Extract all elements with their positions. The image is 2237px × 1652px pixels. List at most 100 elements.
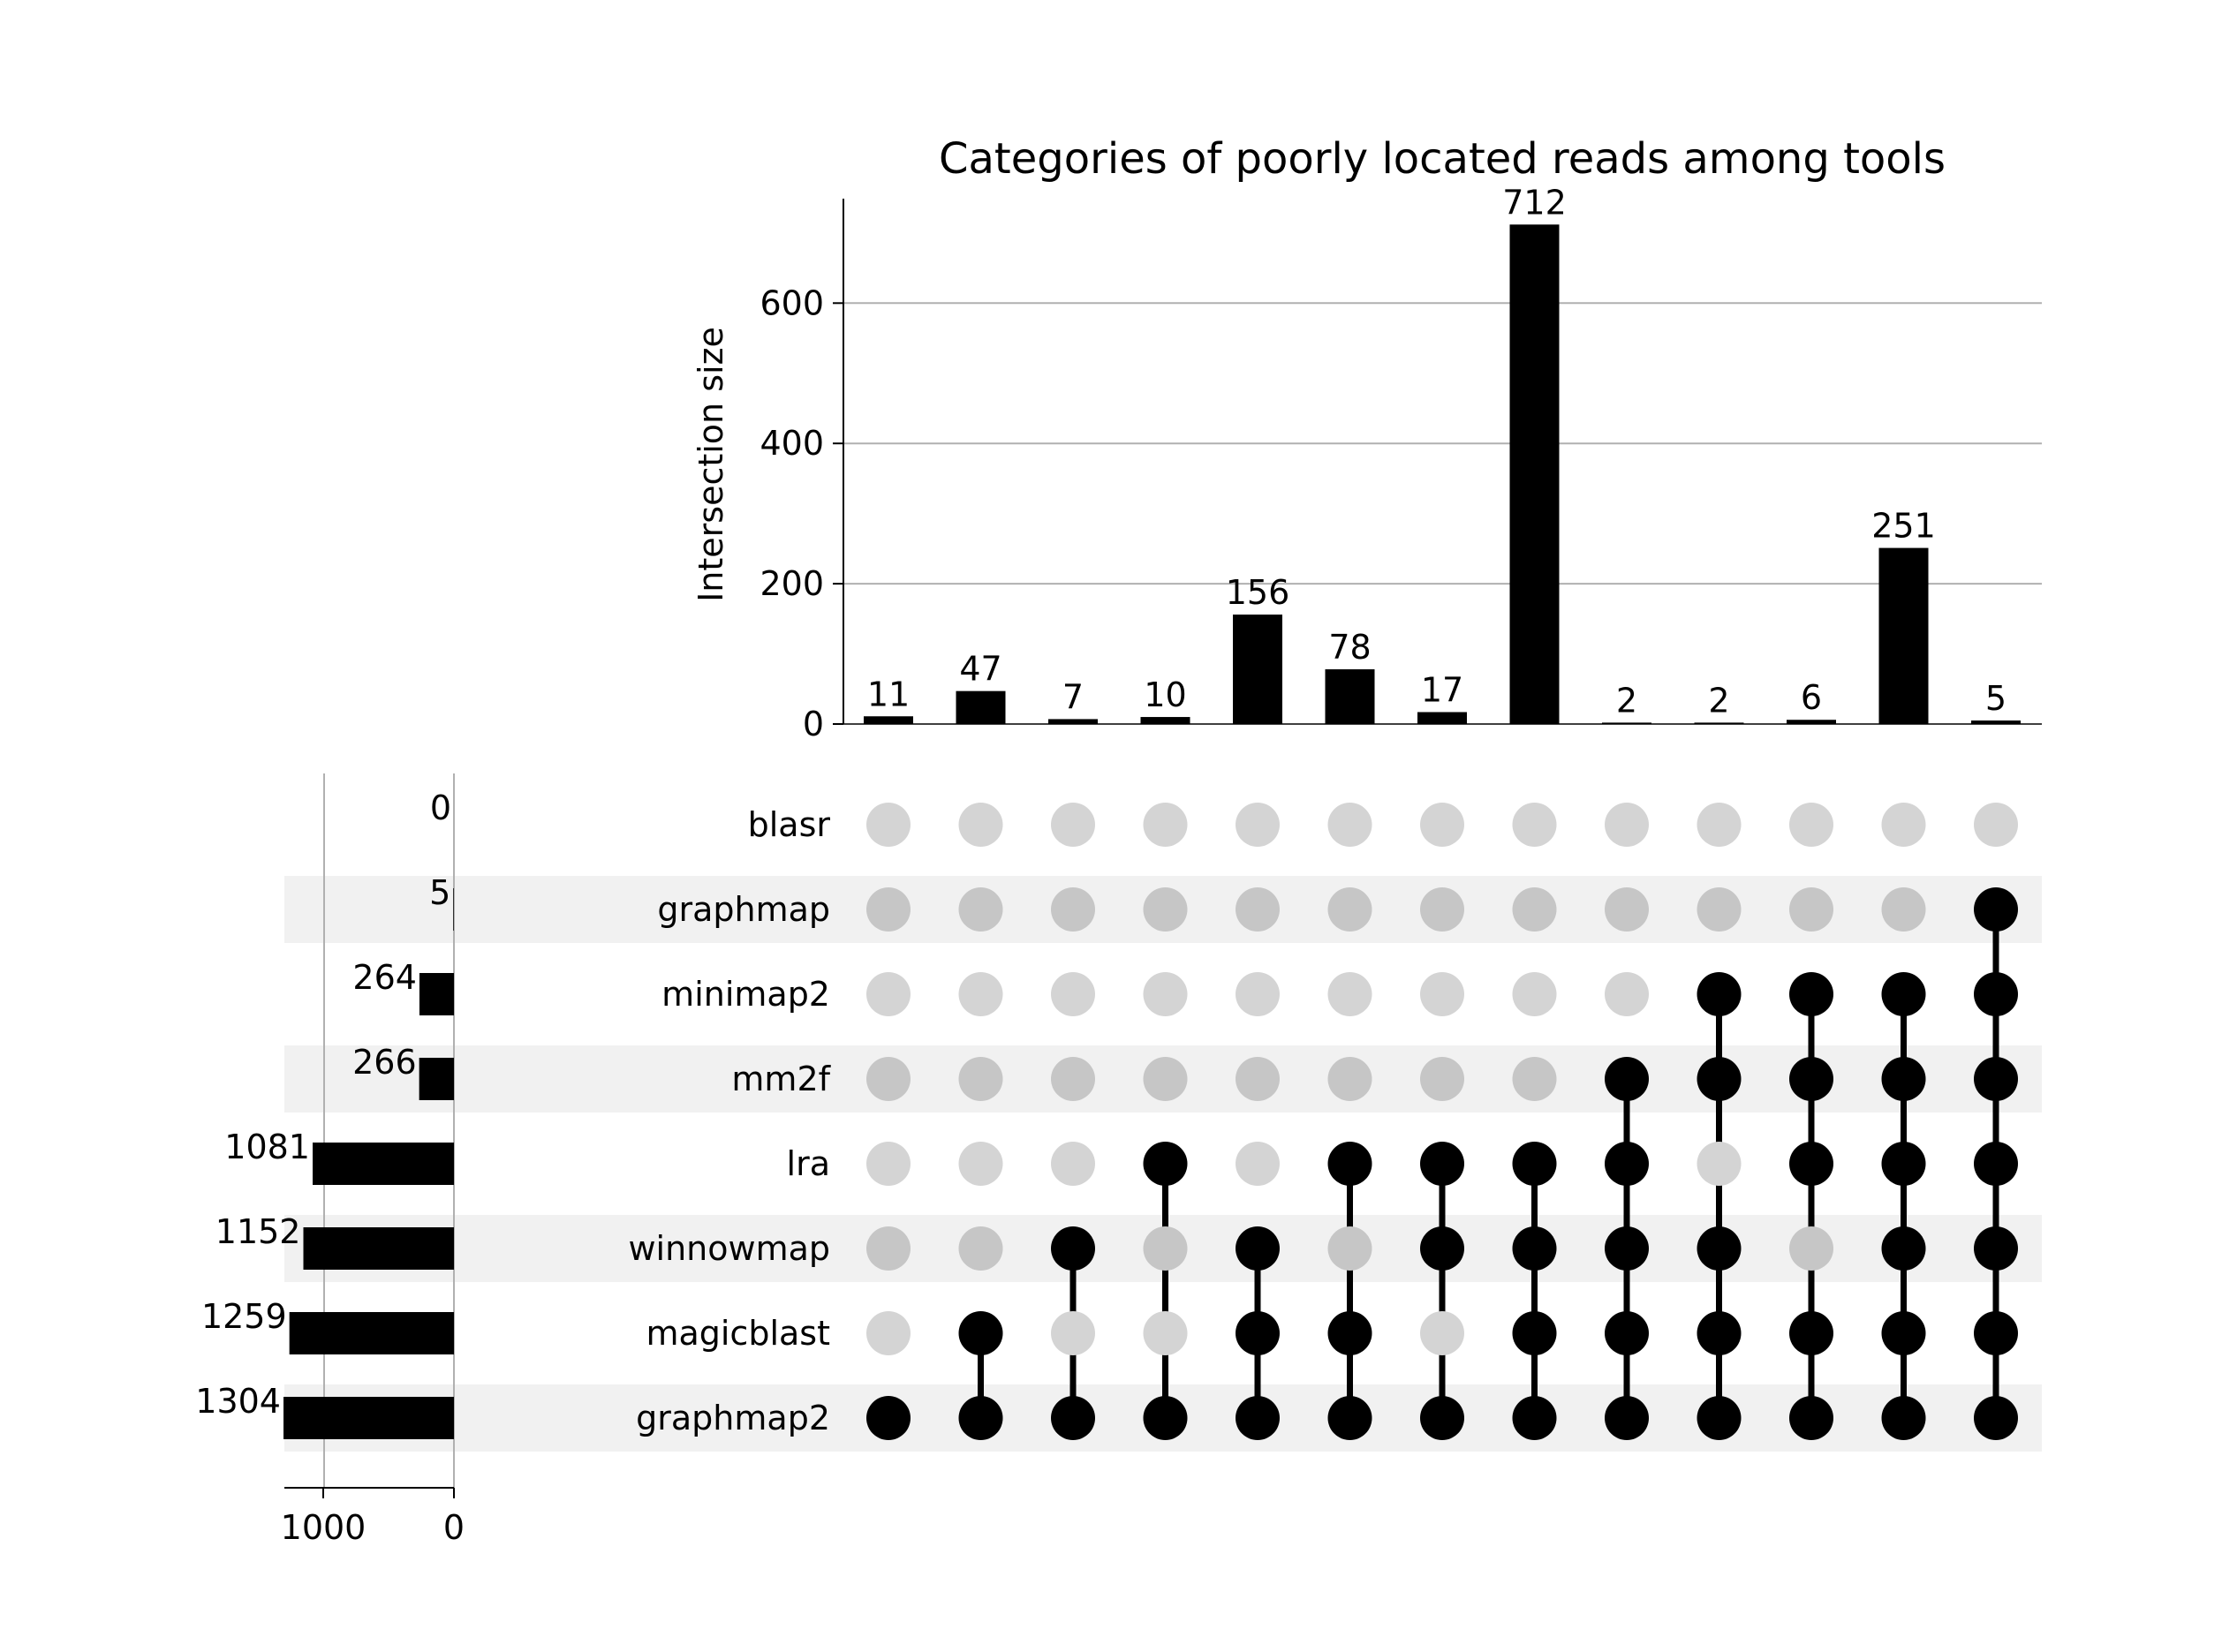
matrix-dot-inactive [1420,1311,1464,1355]
set-size-tick-label: 0 [443,1508,465,1547]
set-size-label: 1304 [195,1382,281,1421]
matrix-dot-inactive [866,1311,911,1355]
matrix-dot-inactive [1512,972,1557,1016]
y-tick-label: 400 [760,424,824,463]
matrix-dot-inactive [1143,887,1188,932]
matrix-dot-active [1512,1226,1557,1271]
matrix-dot-inactive [1051,803,1095,847]
intersection-bar-labels: 11 47 7 10 156 78 17 712 2 2 6 251 5 [867,183,2006,720]
matrix-dot-inactive [1881,887,1926,932]
set-name-label: lra [787,1144,830,1183]
matrix-dot-active [1881,1396,1926,1440]
matrix-dot-inactive [1789,1226,1833,1271]
matrix-dot-inactive [1327,1057,1372,1101]
matrix-dot-active [1605,1226,1649,1271]
matrix-dot-active [1327,1396,1372,1440]
matrix-dot-active [1420,1396,1464,1440]
set-size-label: 1259 [201,1297,287,1336]
matrix-dot-active [1974,1396,2018,1440]
matrix-dot-inactive [1143,1057,1188,1101]
matrix-dot-inactive [1143,1311,1188,1355]
intersection-bar-label: 7 [1062,677,1084,716]
matrix-dot-inactive [1420,803,1464,847]
intersection-bar-label: 78 [1328,628,1371,667]
matrix-dot-inactive [866,1142,911,1186]
intersection-y-axis: 0 200 400 600 [760,199,2042,743]
matrix-dot-inactive [1051,1311,1095,1355]
matrix-dot-inactive [1327,1226,1372,1271]
matrix-dot-inactive [866,1057,911,1101]
intersection-bar [956,690,1006,724]
matrix-dot-inactive [1974,803,2018,847]
intersection-bar [1787,720,1836,724]
intersection-bar [1140,717,1190,724]
matrix-dot-inactive [1789,887,1833,932]
matrix-dot-inactive [1051,887,1095,932]
matrix-dot-active [1512,1396,1557,1440]
matrix-dot-active [1974,1226,2018,1271]
intersection-bar [1233,615,1282,724]
matrix-dot-active [1881,1311,1926,1355]
intersection-bar-label: 6 [1801,678,1822,717]
matrix-dot-inactive [1143,972,1188,1016]
matrix-dot-inactive [1236,1142,1280,1186]
matrix-dot-active [1974,972,2018,1016]
matrix-dot-active [1789,1057,1833,1101]
intersection-bar-label: 5 [1985,679,2006,718]
matrix-dot-inactive [1605,972,1649,1016]
matrix-dot-active [1236,1311,1280,1355]
matrix-dot-active [1789,1142,1833,1186]
set-size-label: 1152 [215,1212,301,1251]
matrix-dot-inactive [958,1142,1003,1186]
matrix-dot-inactive [1051,972,1095,1016]
set-size-bar [419,973,454,1015]
set-names: blasr graphmap minimap2 mm2f lra winnowmap mag… [628,805,831,1437]
matrix-dot-active [1143,1142,1188,1186]
grid-lines [843,302,2042,585]
matrix-dot-active [1051,1226,1095,1271]
set-size-label: 264 [352,958,417,997]
y-tick-label: 0 [803,705,824,743]
matrix-dot-active [1881,972,1926,1016]
matrix-dot-active [1789,972,1833,1016]
matrix-dot-active [866,1396,911,1440]
matrix-dot-active [1236,1396,1280,1440]
matrix-dot-active [1236,1226,1280,1271]
matrix-dot-inactive [1236,887,1280,932]
matrix-dot-inactive [1512,803,1557,847]
chart-title: Categories of poorly located reads among… [939,134,1946,184]
matrix-dot-inactive [1143,1226,1188,1271]
set-name-label: mm2f [731,1060,831,1098]
matrix-dot-active [1974,1311,2018,1355]
y-tick-label: 200 [760,564,824,603]
matrix-dot-inactive [1327,887,1372,932]
matrix-dot-active [1974,1142,2018,1186]
matrix-dot-inactive [1143,803,1188,847]
matrix-dot-inactive [1697,1142,1742,1186]
matrix-dot-inactive [866,803,911,847]
matrix-dot-active [1789,1311,1833,1355]
matrix-dot-inactive [1605,803,1649,847]
matrix-dot-active [1420,1142,1464,1186]
set-size-bar [419,1058,454,1100]
intersection-bar-label: 156 [1226,573,1290,612]
matrix-dot-active [1605,1057,1649,1101]
matrix-dot-active [1881,1226,1926,1271]
matrix-dot-active [1974,887,2018,932]
intersection-bar-label: 10 [1144,675,1186,714]
matrix-dot-active [1697,972,1742,1016]
matrix-dot-active [1327,1142,1372,1186]
matrix-dot-inactive [866,887,911,932]
matrix-dot-active [1789,1396,1833,1440]
matrix-dot-active [1512,1311,1557,1355]
matrix-dot-active [1881,1057,1926,1101]
set-size-bar [453,888,454,931]
set-size-bar [283,1397,454,1439]
set-name-label: graphmap [657,890,830,929]
y-axis-label: Intersection size [692,327,730,602]
intersection-bar-label: 11 [867,675,910,713]
intersection-bar [1417,712,1467,724]
matrix-dot-active [1327,1311,1372,1355]
set-name-label: minimap2 [661,975,830,1014]
